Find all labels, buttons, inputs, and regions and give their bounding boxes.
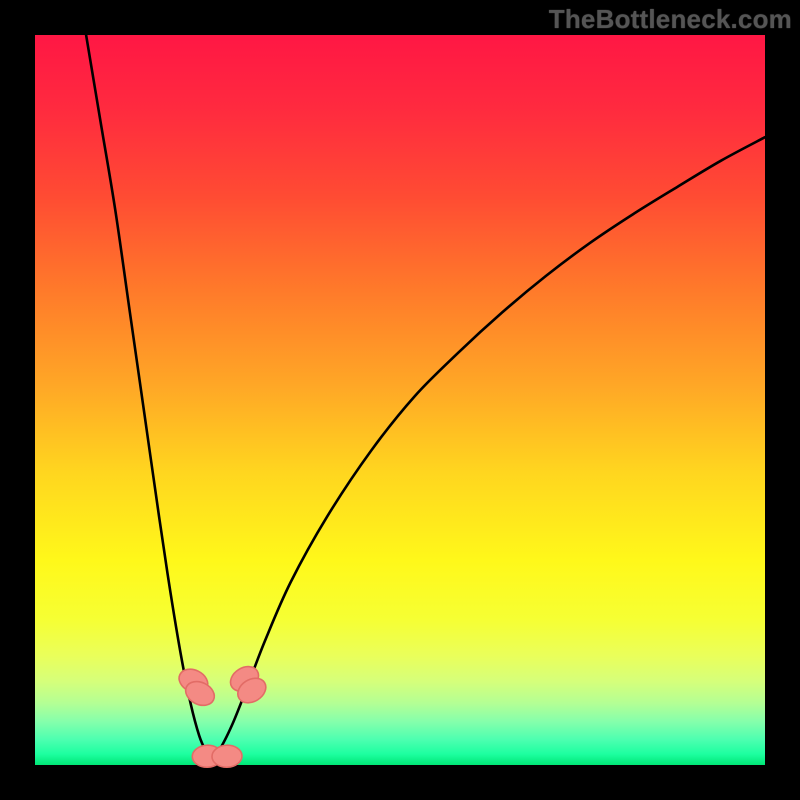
chart-canvas xyxy=(0,0,800,800)
plot-background xyxy=(35,35,765,765)
marker-pill xyxy=(212,745,243,768)
watermark-text: TheBottleneck.com xyxy=(549,4,792,35)
stage: TheBottleneck.com xyxy=(0,0,800,800)
